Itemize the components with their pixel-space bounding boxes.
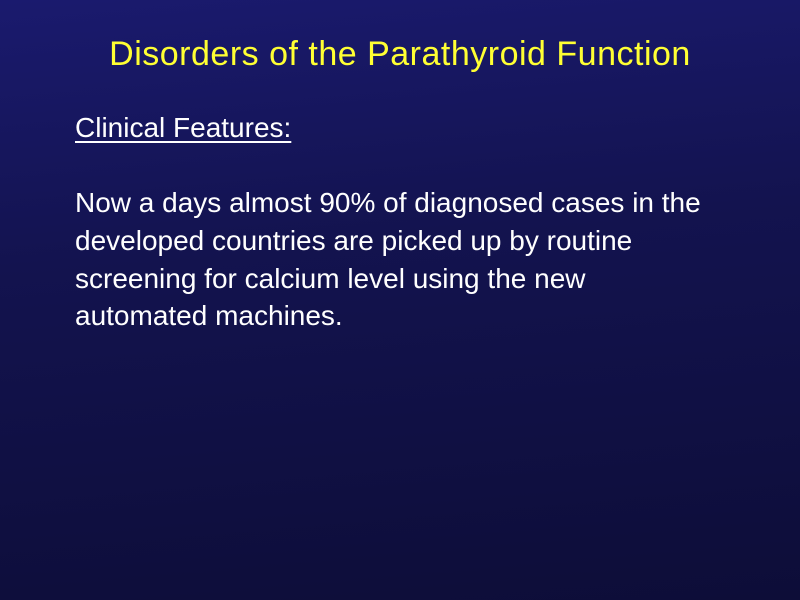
slide-subtitle: Clinical Features: xyxy=(75,112,730,144)
slide-title: Disorders of the Parathyroid Function xyxy=(70,35,730,74)
slide-body-paragraph: Now a days almost 90% of diagnosed cases… xyxy=(75,184,710,335)
presentation-slide: Disorders of the Parathyroid Function Cl… xyxy=(0,0,800,600)
